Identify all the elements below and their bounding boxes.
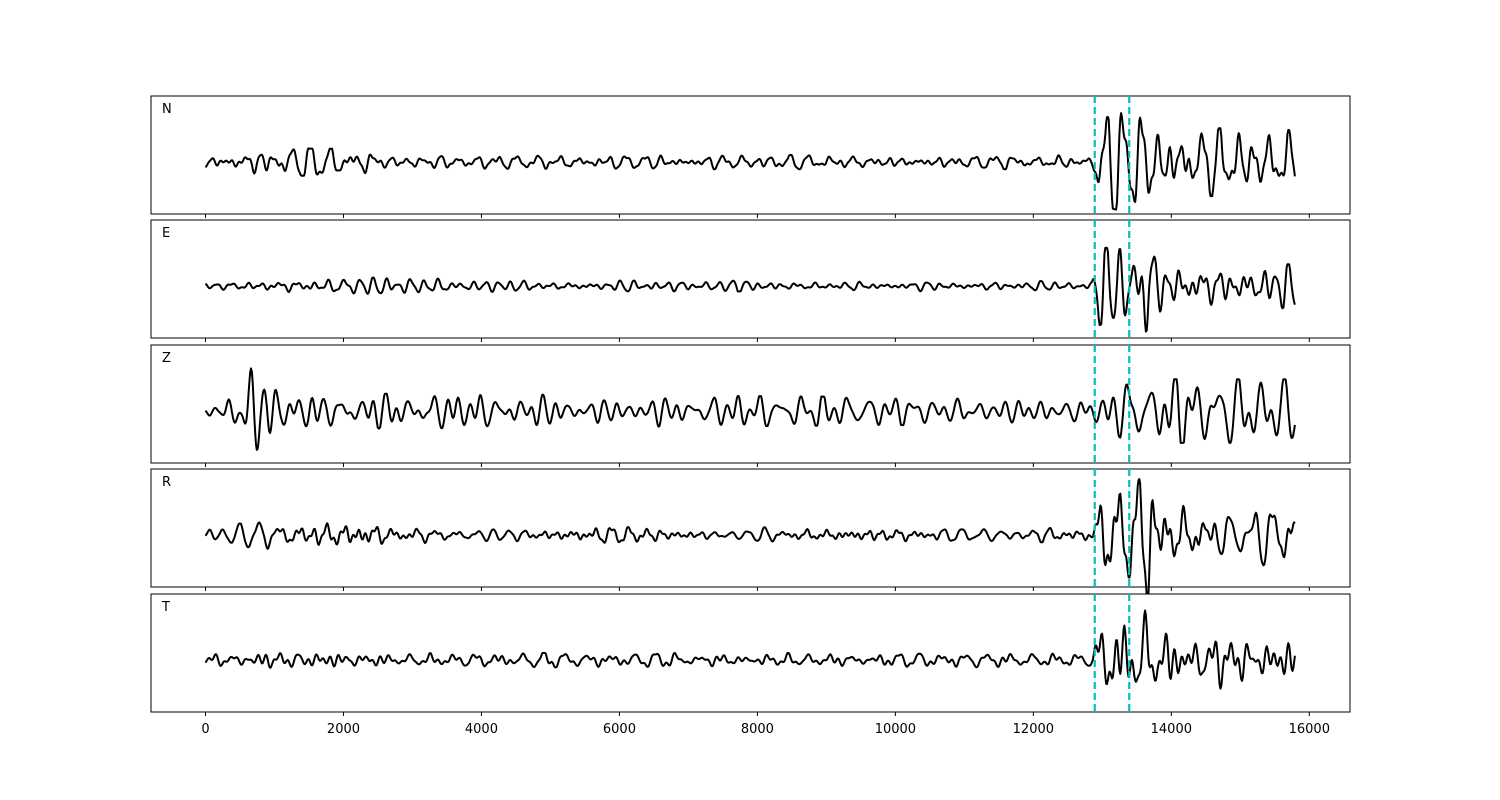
x-tick-label: 6000 bbox=[603, 722, 636, 737]
panel-label-Z: Z bbox=[162, 351, 171, 366]
x-tick-label: 16000 bbox=[1289, 722, 1330, 737]
trace-R bbox=[204, 478, 1296, 603]
trace-Z bbox=[204, 367, 1296, 451]
panel-label-E: E bbox=[162, 226, 170, 241]
panel-frame-N bbox=[150, 95, 1351, 215]
panel-frame-E bbox=[150, 219, 1351, 339]
x-tick-label: 8000 bbox=[741, 722, 774, 737]
panel-label-T: T bbox=[161, 600, 170, 615]
x-tick-label: 2000 bbox=[327, 722, 360, 737]
x-tick-label: 14000 bbox=[1151, 722, 1192, 737]
panel-frame-T bbox=[150, 593, 1351, 713]
trace-E bbox=[204, 246, 1296, 333]
trace-T bbox=[204, 609, 1296, 690]
panel-label-R: R bbox=[162, 475, 171, 490]
trace-N bbox=[204, 112, 1296, 211]
panel-label-N: N bbox=[162, 102, 172, 117]
panel-frame-Z bbox=[150, 344, 1351, 464]
x-tick-label: 10000 bbox=[875, 722, 916, 737]
x-tick-label: 12000 bbox=[1013, 722, 1054, 737]
x-tick-label: 4000 bbox=[465, 722, 498, 737]
x-tick-label: 0 bbox=[201, 722, 209, 737]
